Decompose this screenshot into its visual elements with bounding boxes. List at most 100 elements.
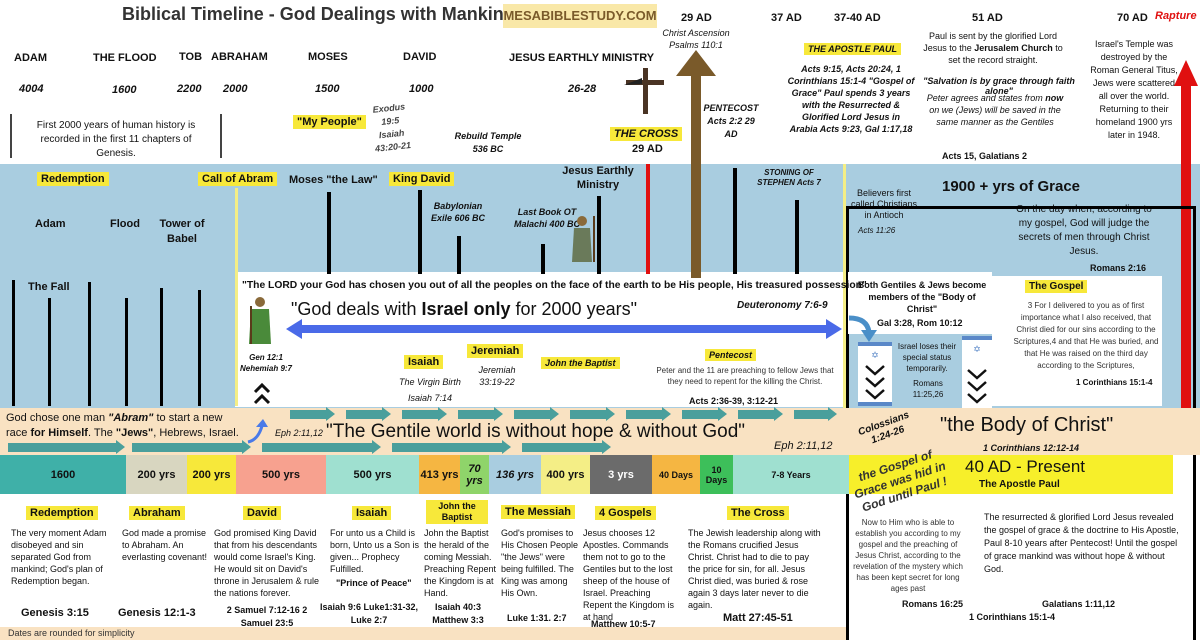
god-chose-text: God chose one man "Abram" to start a new… [6, 411, 246, 441]
teal-arrow-9 [738, 407, 783, 421]
present-sub: The Apostle Paul [979, 479, 1060, 490]
paul-refs: Acts 9:15, Acts 20:24, 1 Corinthians 15:… [787, 64, 915, 134]
span-10days-label: 10 Days [705, 464, 728, 485]
span-7-8: 7-8 Years [733, 455, 849, 494]
teal-arrow-1 [290, 407, 335, 421]
teal-arrow-14 [392, 440, 511, 454]
pentecost-top: PENTECOST Acts 2:2 29 AD [703, 103, 759, 139]
span-500-b: 500 yrs [326, 455, 419, 494]
fall-label: The Fall [28, 281, 70, 293]
john-baptist-label: John the Baptist [541, 357, 620, 369]
line-2 [88, 282, 91, 406]
span-present [849, 455, 1173, 494]
teal-arrow-3 [402, 407, 447, 421]
line-4 [160, 288, 163, 406]
event-tob-year: 2200 [177, 83, 202, 95]
col-gospels-title: 4 Gospels [595, 506, 656, 520]
believers-label: Believers first called Christians in Ant… [850, 188, 918, 220]
col-cross-text: The Jewish leadership along with the Rom… [688, 528, 821, 610]
col-isaiah-text: For unto us a Child is born, Unto us a S… [330, 528, 420, 574]
teal-arrow-13 [262, 440, 381, 454]
span-3: 3 yrs [590, 455, 652, 494]
pentecost-ref: Acts 2:36-39, 3:12-21 [689, 396, 779, 406]
double-arrow [286, 319, 842, 339]
pentecost-text: Peter and the 11 are preaching to fellow… [656, 366, 834, 386]
god-chose-e: . The [87, 427, 116, 439]
israel-panel [235, 272, 845, 407]
my-people-label: "My People" [293, 115, 366, 129]
col-redemption-title: Redemption [26, 506, 98, 520]
the-cross-year: 29 AD [632, 143, 663, 155]
event-flood-year: 1600 [112, 84, 137, 96]
peter-agrees-a: Peter agrees and states from [926, 93, 1046, 103]
rom216-text: On the day when, according to my gospel,… [1016, 204, 1152, 257]
peter-agrees-c: on we (Jews) will be saved in the same m… [929, 105, 1061, 127]
eph-right-ref: Eph 2:11,12 [774, 440, 833, 452]
line-paul [843, 164, 846, 408]
teal-arrow-5 [514, 407, 559, 421]
event-abraham: ABRAHAM [211, 51, 268, 63]
king-david-label: King David [389, 172, 455, 186]
paul-sent: Paul is sent by the glorified Lord Jesus… [918, 30, 1068, 66]
col-john-title: John the Baptist [426, 500, 488, 524]
col-david-ref: 2 Samuel 7:12-16 2 Samuel 23:5 [226, 605, 308, 628]
deut-quote: "The LORD your God has chosen you out of… [242, 280, 867, 291]
col-gospels-ref: Matthew 10:5-7 [591, 619, 656, 629]
teal-arrow-11 [8, 440, 125, 454]
both-gentiles-text: Both Gentiles & Jews become members of t… [857, 280, 987, 314]
flag-column-left: ✡ [858, 342, 892, 406]
peter-agrees: Peter agrees and states from now on we (… [925, 92, 1065, 128]
col-messiah-title: The Messiah [501, 505, 576, 519]
footer-note: Dates are rounded for simplicity [8, 628, 135, 638]
line-malachi [541, 244, 545, 274]
ad37-40-label: 37-40 AD [834, 12, 881, 24]
line-1 [48, 298, 51, 406]
cor1514-ref: 1 Corinthians 15:1-4 [969, 612, 1056, 622]
teal-arrow-7 [626, 407, 671, 421]
span-500-b-label: 500 yrs [353, 468, 392, 481]
paul-sent-b: Jerusalem Church [974, 43, 1053, 53]
col-isaiah-sub: "Prince of Peace" [336, 578, 412, 588]
span-70: 70 yrs [460, 455, 489, 494]
pentecost-label: Pentecost [705, 349, 757, 361]
god-chose-f: "Jews" [115, 427, 154, 439]
span-7-8-label: 7-8 Years [771, 469, 811, 480]
svg-text:✡: ✡ [871, 351, 879, 361]
col-gospels-text: Jesus chooses 12 Apostles. Commands them… [583, 528, 675, 622]
span-3-label: 3 yrs [608, 468, 634, 481]
isaiah-text: The Virgin Birth [399, 377, 461, 387]
first-2000-text: First 2000 years of human history is rec… [36, 120, 196, 159]
svg-text:✡: ✡ [973, 345, 981, 355]
event-adam-year: 4004 [19, 83, 44, 95]
chevron-up-icon [253, 382, 271, 405]
abraham-icon [249, 297, 271, 344]
jeremiah-text: Jeremiah 33:19-22 [478, 365, 516, 387]
line-3 [125, 298, 128, 406]
resurrected-text: The resurrected & glorified Lord Jesus r… [984, 512, 1179, 574]
span-200-a-label: 200 yrs [137, 468, 176, 481]
site-badge[interactable]: MESABIBLESTUDY.COM [503, 4, 657, 28]
col-redemption-ref: Genesis 3:15 [21, 607, 89, 619]
redemption-label: Redemption [37, 172, 109, 186]
grace-1900-title: 1900 + yrs of Grace [942, 178, 1081, 195]
footer-band [0, 627, 846, 640]
babylonian-label: Babylonian Exile 606 BC [430, 201, 486, 223]
god-chose-b: "Abram" [108, 412, 154, 424]
teal-arrow-4 [458, 407, 503, 421]
salvation-grace: "Salvation is by grace through faith alo… [923, 76, 1075, 96]
jeremiah-label: Jeremiah [467, 344, 524, 358]
call-abram-label: Call of Abram [198, 172, 278, 186]
god-chose-g: , Hebrews, Israel. [153, 427, 239, 439]
israel-only-text: "God deals with Israel only for 2000 yea… [291, 299, 637, 320]
page-title: Biblical Timeline - God Dealings with Ma… [122, 4, 515, 24]
col-messiah-text: God's promises to His Chosen People "the… [501, 528, 579, 598]
col-david-text: God promised King David that from his de… [214, 528, 320, 598]
god-chose-a: God chose one man [6, 412, 109, 424]
span-413-label: 413 yrs [420, 468, 459, 481]
paul-sent-c: to set the record straight. [948, 43, 1063, 65]
acts15-ref: Acts 15, Galatians 2 [942, 151, 1028, 161]
flag-column-right: ✡ [962, 336, 992, 408]
tower-label: Tower of Babel [159, 218, 205, 245]
isaiah-label: Isaiah [404, 355, 444, 369]
teal-arrow-15 [522, 440, 611, 454]
